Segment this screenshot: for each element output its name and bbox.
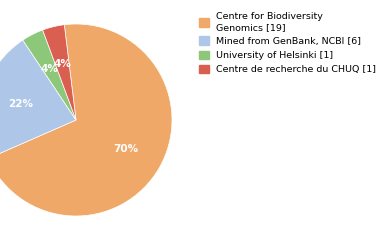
Text: 22%: 22% xyxy=(8,99,33,109)
Wedge shape xyxy=(0,40,76,159)
Text: 4%: 4% xyxy=(41,64,59,74)
Wedge shape xyxy=(43,25,76,120)
Wedge shape xyxy=(23,30,76,120)
Wedge shape xyxy=(0,24,172,216)
Text: 70%: 70% xyxy=(114,144,139,154)
Legend: Centre for Biodiversity
Genomics [19], Mined from GenBank, NCBI [6], University : Centre for Biodiversity Genomics [19], M… xyxy=(196,10,379,77)
Text: 4%: 4% xyxy=(54,59,71,69)
